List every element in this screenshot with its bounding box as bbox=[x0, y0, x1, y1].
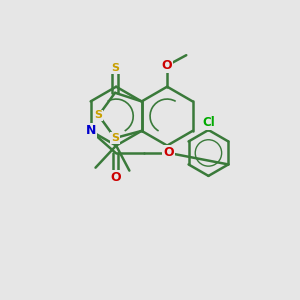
Text: O: O bbox=[164, 146, 174, 159]
Text: S: S bbox=[111, 63, 119, 73]
Text: O: O bbox=[162, 59, 172, 72]
Text: S: S bbox=[94, 110, 103, 120]
Text: O: O bbox=[110, 172, 121, 184]
Text: N: N bbox=[85, 124, 96, 137]
Text: S: S bbox=[111, 133, 119, 143]
Text: Cl: Cl bbox=[202, 116, 215, 129]
